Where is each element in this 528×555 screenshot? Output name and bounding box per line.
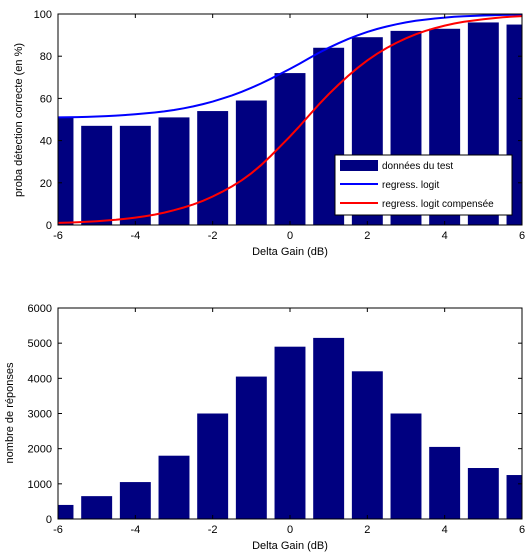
x-tick-label: 4 — [442, 524, 448, 536]
x-tick-label: -2 — [208, 230, 218, 242]
bar — [467, 468, 499, 519]
bar — [235, 100, 267, 225]
x-tick-label: -6 — [53, 524, 63, 536]
x-axis-label-top: Delta Gain (dB) — [252, 246, 328, 258]
x-tick-label: 0 — [287, 230, 293, 242]
x-tick-label: 0 — [287, 524, 293, 536]
legend-label-logit: regress. logit — [382, 180, 439, 191]
y-tick-label: 1000 — [28, 479, 52, 491]
x-tick-label: 6 — [519, 230, 525, 242]
bar — [429, 446, 461, 519]
y-tick-label: 2000 — [28, 444, 52, 456]
y-tick-label: 6000 — [28, 303, 52, 315]
x-tick-label: 2 — [364, 230, 370, 242]
x-tick-label: -4 — [130, 524, 140, 536]
bar — [197, 413, 229, 519]
bars-bottom — [58, 337, 522, 519]
y-tick-label: 5000 — [28, 338, 52, 350]
x-tick-label: -4 — [130, 230, 140, 242]
bar — [58, 504, 74, 519]
bar — [197, 111, 229, 225]
y-tick-label: 3000 — [28, 409, 52, 421]
x-tick-label: 4 — [442, 230, 448, 242]
legend-swatch-bars — [340, 160, 378, 171]
x-tick-label: 6 — [519, 524, 525, 536]
legend: données du test regress. logit regress. … — [334, 154, 513, 216]
bar — [274, 73, 306, 225]
x-axis-label-bottom: Delta Gain (dB) — [252, 540, 328, 552]
bar — [313, 337, 345, 519]
x-tick-label: -2 — [208, 524, 218, 536]
y-axis-label-top: proba détection correcte (en %) — [13, 43, 25, 197]
y-tick-label: 100 — [34, 9, 52, 21]
x-tick-label: 2 — [364, 524, 370, 536]
bar — [274, 346, 306, 519]
bar — [351, 371, 383, 519]
bar — [119, 125, 151, 225]
chart-bottom: -6 -4 -2 0 2 4 6 0 1000 2000 3000 4000 5000 6000 Delt… — [4, 303, 525, 552]
y-tick-label: 0 — [46, 220, 52, 232]
x-tick-label: -6 — [53, 230, 63, 242]
bar — [235, 376, 267, 519]
bar — [158, 117, 190, 225]
bar — [58, 117, 74, 225]
y-tick-label: 80 — [40, 51, 52, 63]
y-tick-label: 60 — [40, 93, 52, 105]
bar — [158, 455, 190, 519]
bar — [81, 125, 113, 225]
y-tick-label: 20 — [40, 178, 52, 190]
bar — [506, 475, 522, 519]
y-tick-label: 0 — [46, 514, 52, 526]
bar — [119, 482, 151, 519]
y-tick-label: 40 — [40, 136, 52, 148]
series-line-logit-compensated — [57, 15, 523, 224]
y-axis-label-bottom: nombre de réponses — [4, 362, 16, 463]
bar — [81, 496, 113, 519]
bar — [390, 413, 422, 519]
legend-label-logit-comp: regress. logit compensée — [382, 199, 494, 210]
ticks-bottom: -6 -4 -2 0 2 4 6 0 1000 2000 3000 4000 5000 6000 — [28, 303, 526, 536]
y-tick-label: 4000 — [28, 373, 52, 385]
legend-label-bars: données du test — [382, 161, 453, 172]
